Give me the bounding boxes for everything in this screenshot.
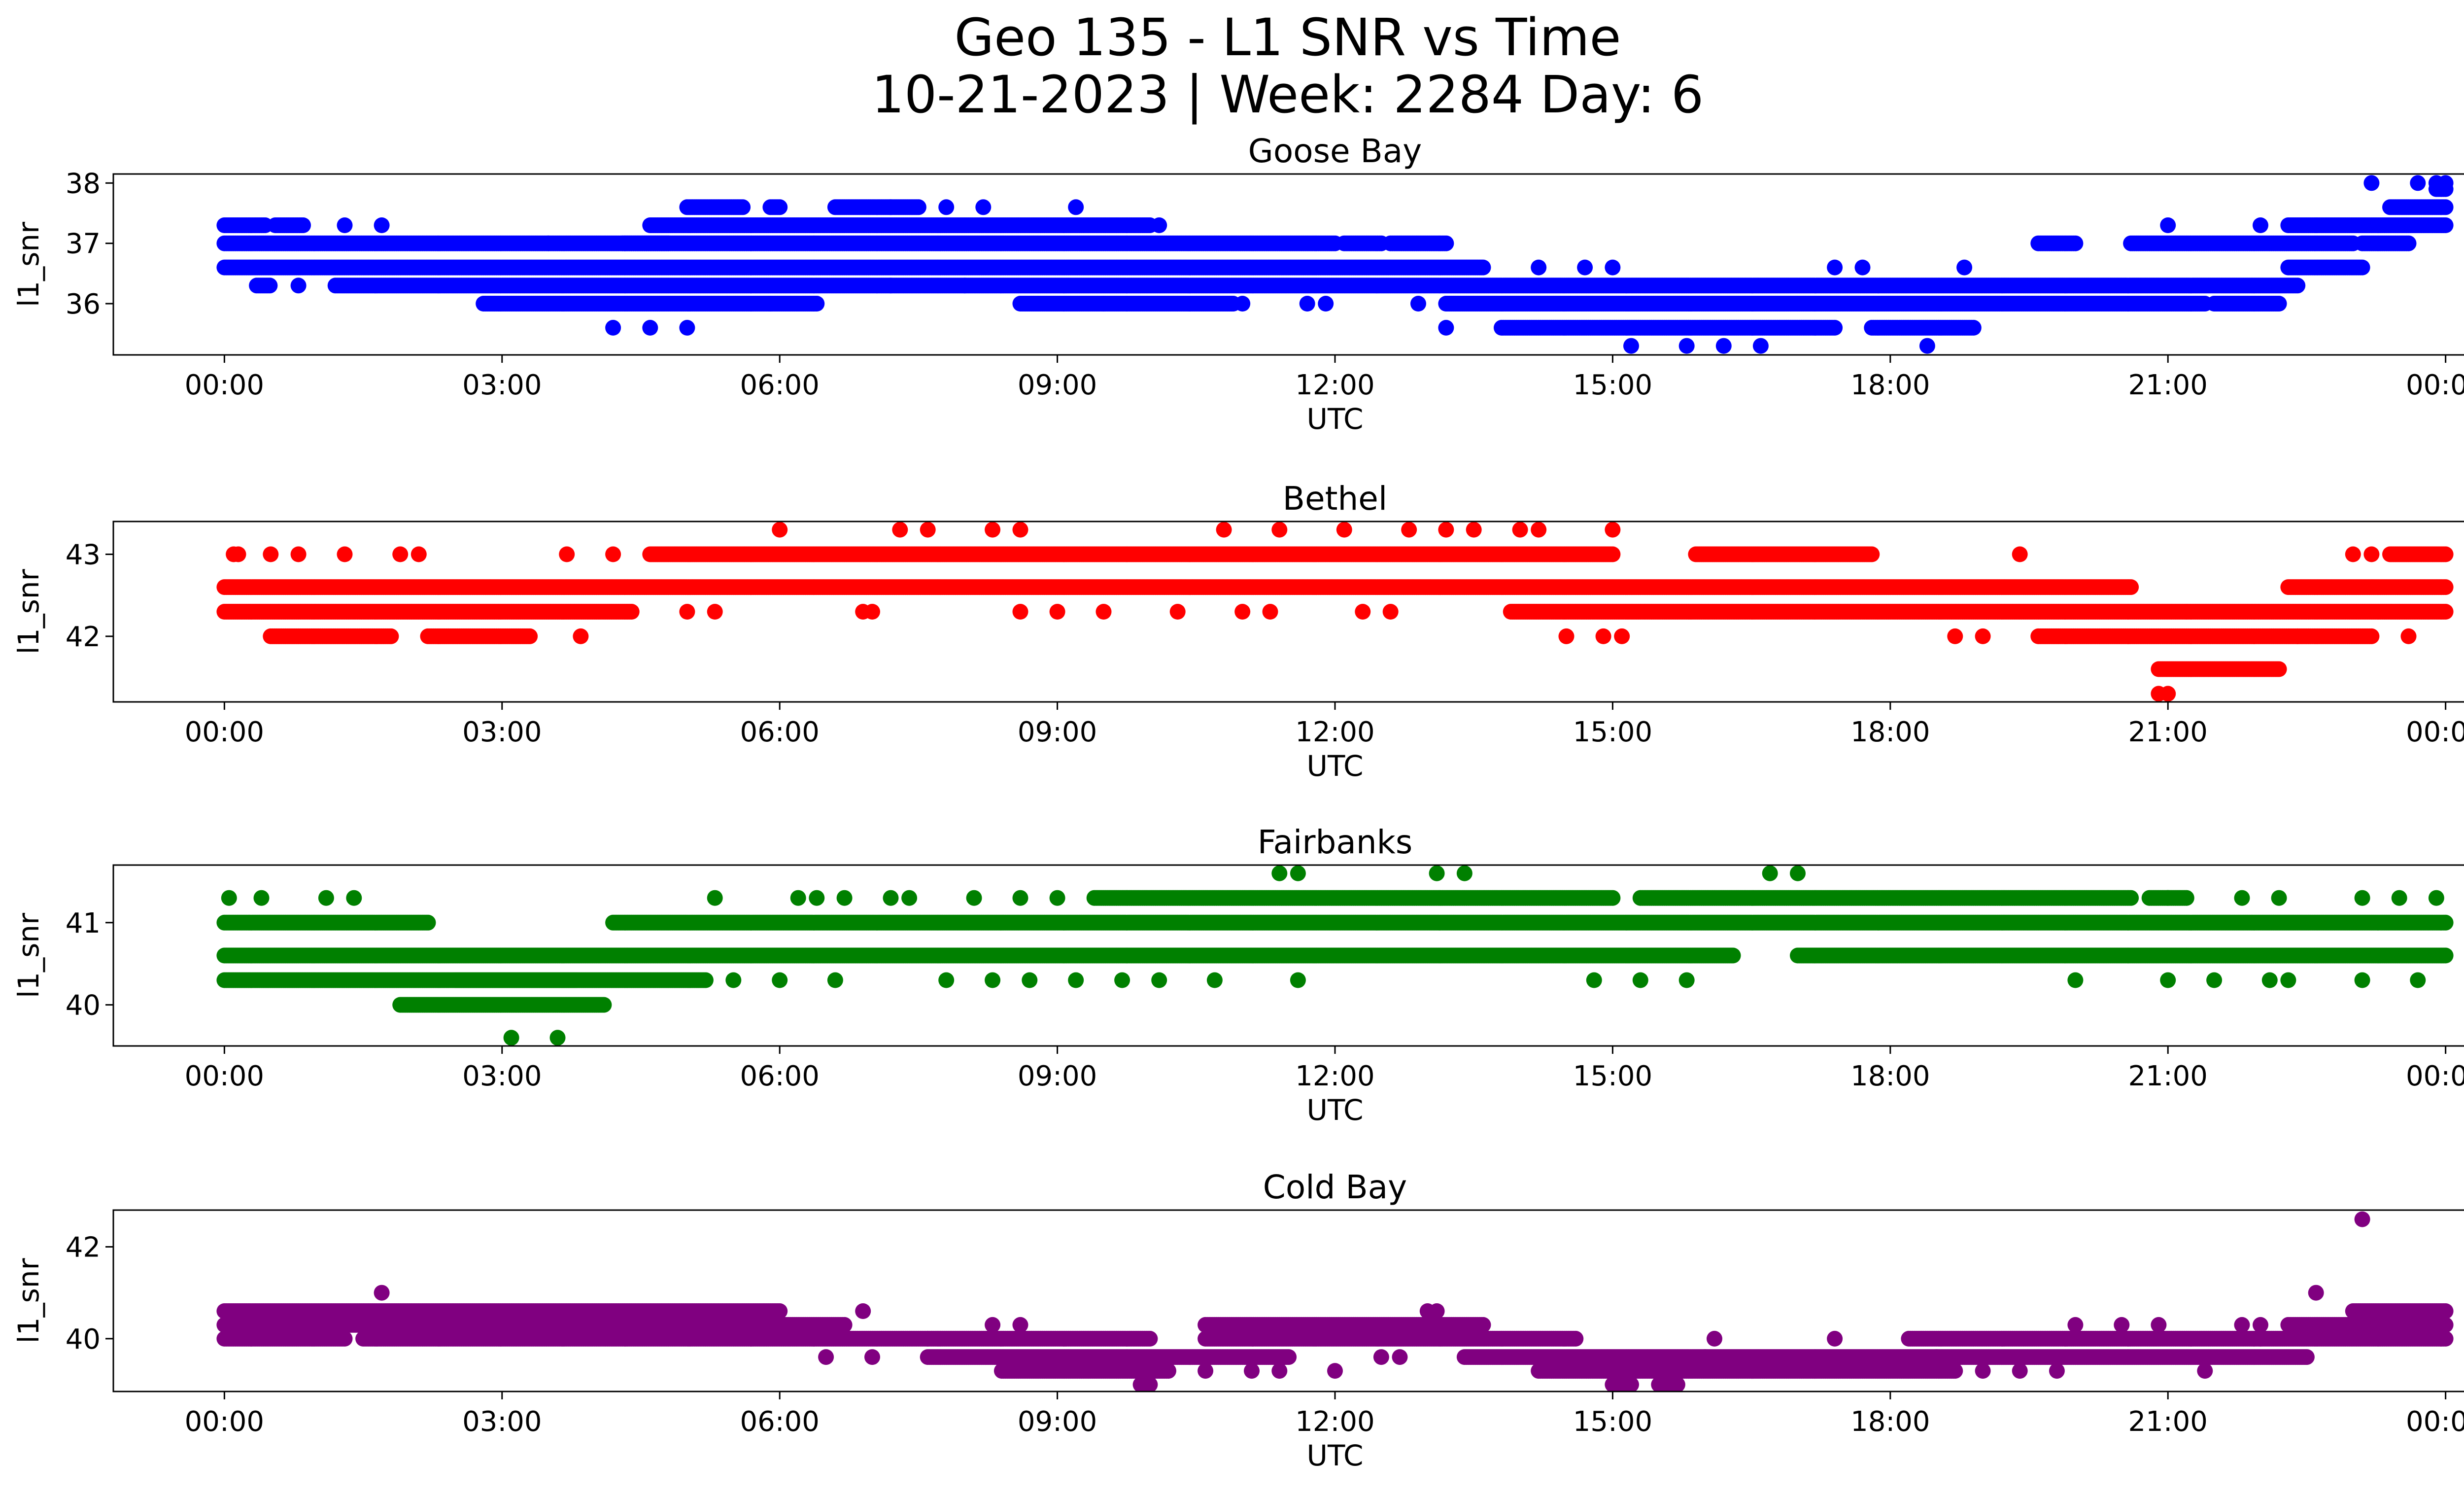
data-point [975,199,992,215]
data-point [1715,338,1732,354]
data-point [1410,296,1426,312]
data-point [1854,259,1871,276]
x-tick-label: 06:00 [740,369,819,401]
data-point [679,319,695,336]
x-tick-label: 09:00 [1018,369,1097,401]
data-point [1623,338,1639,354]
data-point [1827,319,1843,336]
x-tick-label: 18:00 [1850,369,1930,401]
x-axis-label: UTC [1307,402,1364,436]
chart-title-line-2: 10-21-2023 | Week: 2284 Day: 6 [871,65,1704,125]
data-point [2437,175,2454,191]
x-tick-label: 00:00 [2406,369,2464,401]
data-points [216,175,2454,354]
data-point [2363,175,2380,191]
data-point [1438,235,1454,251]
data-point [1531,259,1547,276]
data-point [290,278,307,294]
data-point [2253,217,2268,233]
data-point [938,199,955,215]
data-point [883,278,899,294]
data-point [374,217,390,233]
data-point [337,217,353,233]
data-point [262,278,278,294]
panel-1: 00:00 03:00 06:00 09:00 12:00 15:00 18:00 21:00… [12,480,2464,783]
data-point [1151,217,1167,233]
data-point [957,278,973,294]
x-tick-label: 15:00 [1573,369,1652,401]
data-point [2067,235,2084,251]
data-point [809,296,825,312]
data-point [1318,296,1334,312]
data-point [1752,338,1769,354]
y-tick-label: 36 [66,288,101,320]
data-point [1234,296,1251,312]
data-point [1299,296,1315,312]
data-point [605,319,621,336]
data-point [642,319,658,336]
data-point [1475,259,1491,276]
data-point [883,199,899,215]
x-tick-label: 12:00 [1295,369,1374,401]
data-point [1965,319,1982,336]
data-point [772,199,788,215]
data-point [540,235,556,251]
x-tick-label: 00:00 [185,369,264,401]
data-point [2437,217,2454,233]
panel-title: Goose Bay [1248,132,1422,170]
chart-title: Geo 135 - L1 SNR vs Time 10-21-2023 | We… [0,9,2464,123]
data-point [1605,259,1621,276]
chart-title-line-1: Geo 135 - L1 SNR vs Time [954,7,1621,68]
data-point [2160,217,2176,233]
data-point [1577,259,1593,276]
data-point [2400,235,2417,251]
data-point [735,199,751,215]
panel-0: 00:00 03:00 06:00 09:00 12:00 15:00 18:00 21:00… [12,132,2464,436]
x-tick-label: 21:00 [2128,369,2208,401]
data-point [2271,296,2287,312]
data-point [1956,259,1973,276]
data-point [1678,338,1695,354]
data-point [2410,175,2426,191]
data-point [2354,259,2370,276]
y-axis-label: l1_snr [12,222,45,307]
data-point [1827,259,1843,276]
data-point [295,217,311,233]
data-point [1068,199,1084,215]
y-tick-label: 38 [66,168,101,200]
y-tick-label: 37 [66,228,101,260]
data-points [216,522,2454,702]
data-point [2437,199,2454,215]
x-tick-label: 03:00 [462,369,542,401]
data-point [1919,338,1935,354]
data-point [910,199,926,215]
data-point [1438,319,1454,336]
data-point [2290,278,2306,294]
